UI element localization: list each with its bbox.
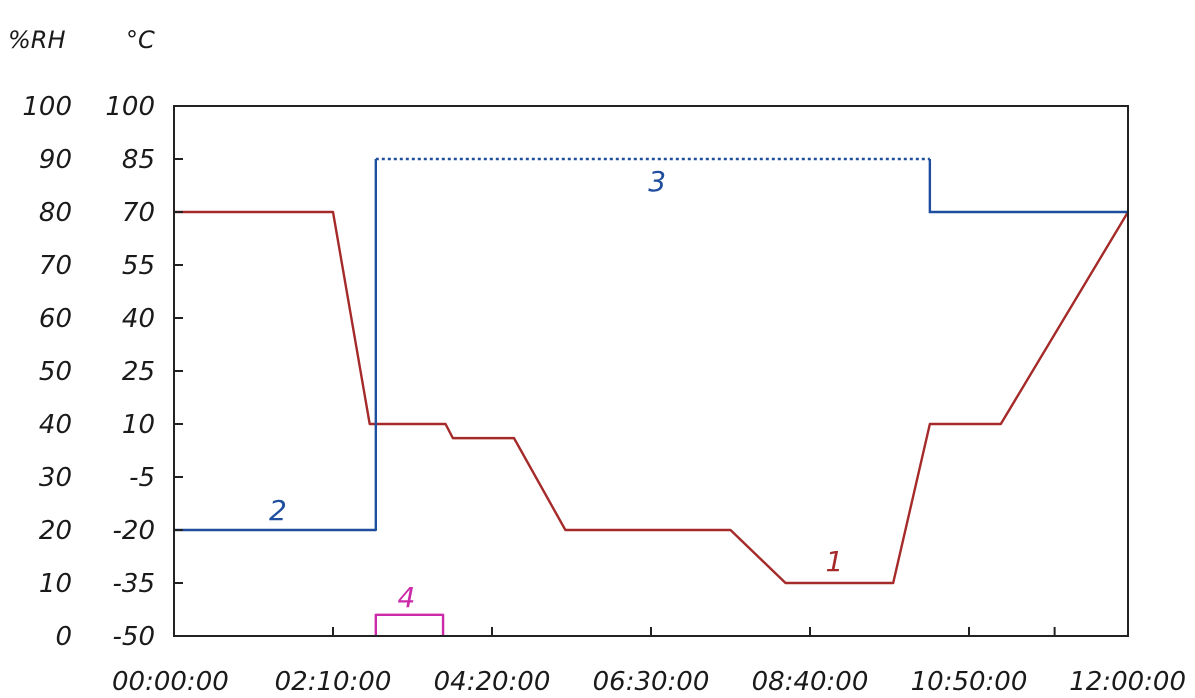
series-layer xyxy=(174,157,1130,636)
rh-unit-label: %RH xyxy=(8,26,66,54)
x-tick-label: 10:50:00 xyxy=(911,667,1028,697)
temp-tick-label: -5 xyxy=(129,463,155,493)
series-3-tail xyxy=(928,159,1128,214)
axis-layer xyxy=(173,105,1129,637)
temp-tick-label: 25 xyxy=(122,357,155,387)
series-3-callout: 3 xyxy=(648,165,666,198)
temp-tick-label: 55 xyxy=(122,251,155,281)
rh-tick-label: 10 xyxy=(39,569,72,599)
rh-tick-label: 30 xyxy=(39,463,72,493)
rh-tick-label: 70 xyxy=(39,251,72,281)
series-4-line xyxy=(374,613,445,636)
rh-tick-label: 60 xyxy=(39,304,72,334)
temp-tick-label: -50 xyxy=(113,622,155,652)
rh-tick-label: 90 xyxy=(39,145,72,175)
temp-tick-label: -35 xyxy=(113,569,155,599)
x-tick-label: 12:00:00 xyxy=(1069,667,1186,697)
rh-tick-label: 80 xyxy=(39,198,72,228)
temp-tick-label: 70 xyxy=(122,198,155,228)
rh-tick-label: 50 xyxy=(39,357,72,387)
temp-unit-label: °C xyxy=(126,26,155,54)
temp-tick-label: -20 xyxy=(113,516,155,546)
rh-tick-label: 0 xyxy=(55,622,72,652)
series-2-callout: 2 xyxy=(269,494,287,527)
series-1-line xyxy=(174,210,1130,585)
x-tick-label: 08:40:00 xyxy=(752,667,869,697)
x-tick-label: 06:30:00 xyxy=(593,667,710,697)
temp-tick-label: 100 xyxy=(105,92,155,122)
temp-tick-label: 10 xyxy=(122,410,155,440)
x-tick-label: 02:10:00 xyxy=(275,667,392,697)
temp-tick-label: 40 xyxy=(122,304,155,334)
series-2-line xyxy=(174,371,378,532)
x-tick-label: 00:00:00 xyxy=(112,667,229,697)
x-tick-label: 04:20:00 xyxy=(434,667,551,697)
rh-tick-label: 40 xyxy=(39,410,72,440)
series-1-callout: 1 xyxy=(826,545,844,578)
rh-tick-label: 20 xyxy=(39,516,72,546)
rh-tick-label: 100 xyxy=(22,92,72,122)
temp-tick-label: 85 xyxy=(122,145,155,175)
series-4-callout: 4 xyxy=(397,581,415,614)
